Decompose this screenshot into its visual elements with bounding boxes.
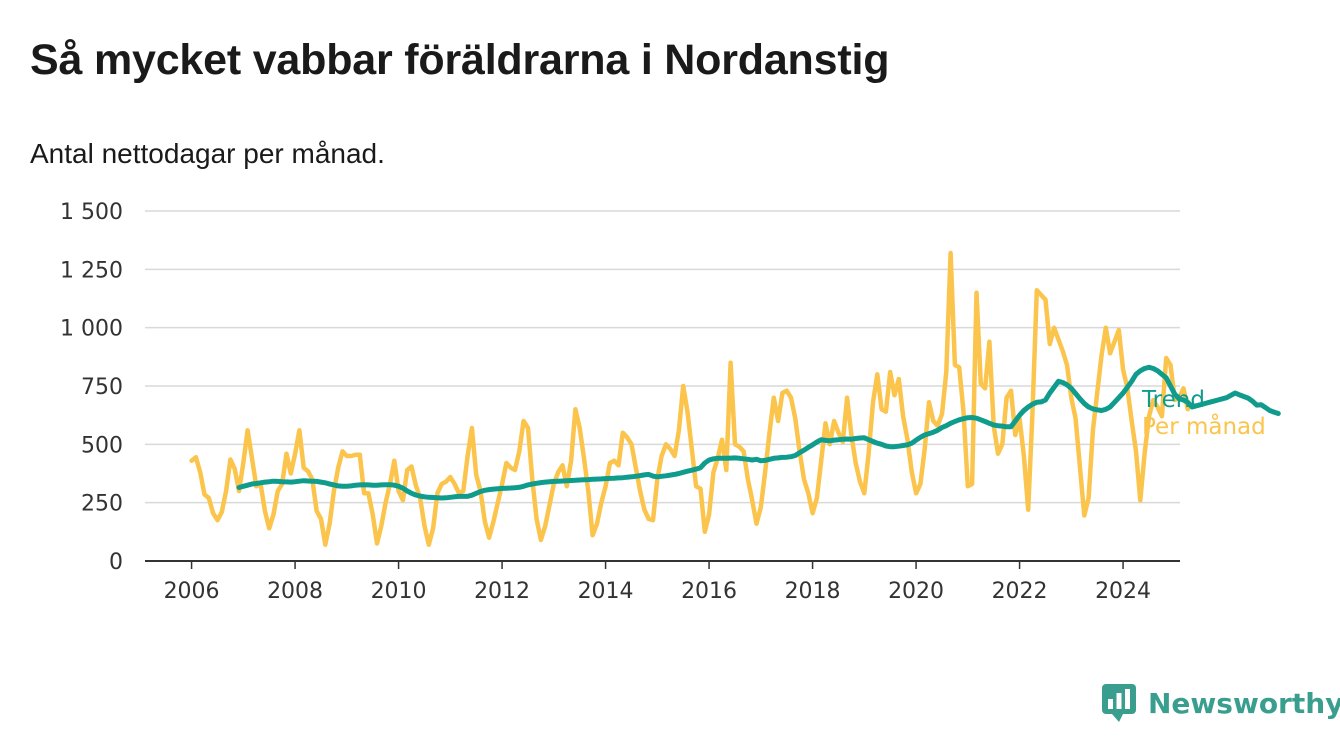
series-label-trend: Trend (1141, 387, 1205, 413)
y-axis-tick-labels: 0 250 500 750 1 000 1 250 1 500 (60, 200, 123, 575)
x-tick-label: 2022 (992, 579, 1048, 604)
x-tick-label: 2016 (681, 579, 737, 604)
newsworthy-brand: Newsworthy (1102, 684, 1340, 722)
y-tick-label: 750 (81, 375, 123, 400)
x-tick-label: 2012 (474, 579, 530, 604)
x-axis-tick-labels: 2006 2008 2010 2012 2014 2016 2018 2020 2022 2024 (164, 561, 1151, 604)
series-line-trend (236, 364, 1281, 501)
series-line-per-m-nad (189, 250, 1191, 547)
chart-title: Så mycket vabbar föräldrarna i Nordansti… (30, 36, 890, 84)
brand-name: Newsworthy (1148, 686, 1340, 720)
y-tick-label: 500 (81, 433, 123, 458)
x-tick-label: 2008 (267, 579, 323, 604)
y-tick-label: 1 000 (60, 317, 123, 342)
series-label-per-manad: Per månad (1142, 412, 1266, 440)
y-tick-label: 1 500 (60, 200, 123, 225)
y-tick-label: 0 (109, 550, 123, 575)
y-tick-label: 1 250 (60, 258, 123, 283)
x-tick-label: 2010 (371, 579, 427, 604)
y-tick-label: 250 (81, 492, 123, 517)
x-tick-label: 2018 (785, 579, 841, 604)
newsworthy-logo-icon (1102, 684, 1136, 722)
x-tick-label: 2024 (1095, 579, 1151, 604)
x-tick-label: 2020 (888, 579, 944, 604)
x-tick-label: 2006 (164, 579, 220, 604)
x-tick-label: 2014 (578, 579, 634, 604)
chart-subtitle: Antal nettodagar per månad. (30, 138, 385, 169)
series-lines (189, 250, 1281, 547)
gridlines (145, 210, 1180, 562)
